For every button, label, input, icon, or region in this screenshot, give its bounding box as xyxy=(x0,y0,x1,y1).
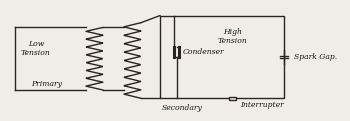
Bar xyxy=(229,97,236,100)
Text: High
Tension: High Tension xyxy=(217,28,247,45)
Text: Interrupter: Interrupter xyxy=(240,101,284,109)
Text: Low
Tension: Low Tension xyxy=(21,40,51,57)
Bar xyxy=(160,16,284,98)
Text: Secondary: Secondary xyxy=(162,104,202,112)
Text: Spark Gap.: Spark Gap. xyxy=(294,53,338,61)
Text: Primary: Primary xyxy=(31,80,62,88)
Text: Condenser: Condenser xyxy=(183,48,224,56)
